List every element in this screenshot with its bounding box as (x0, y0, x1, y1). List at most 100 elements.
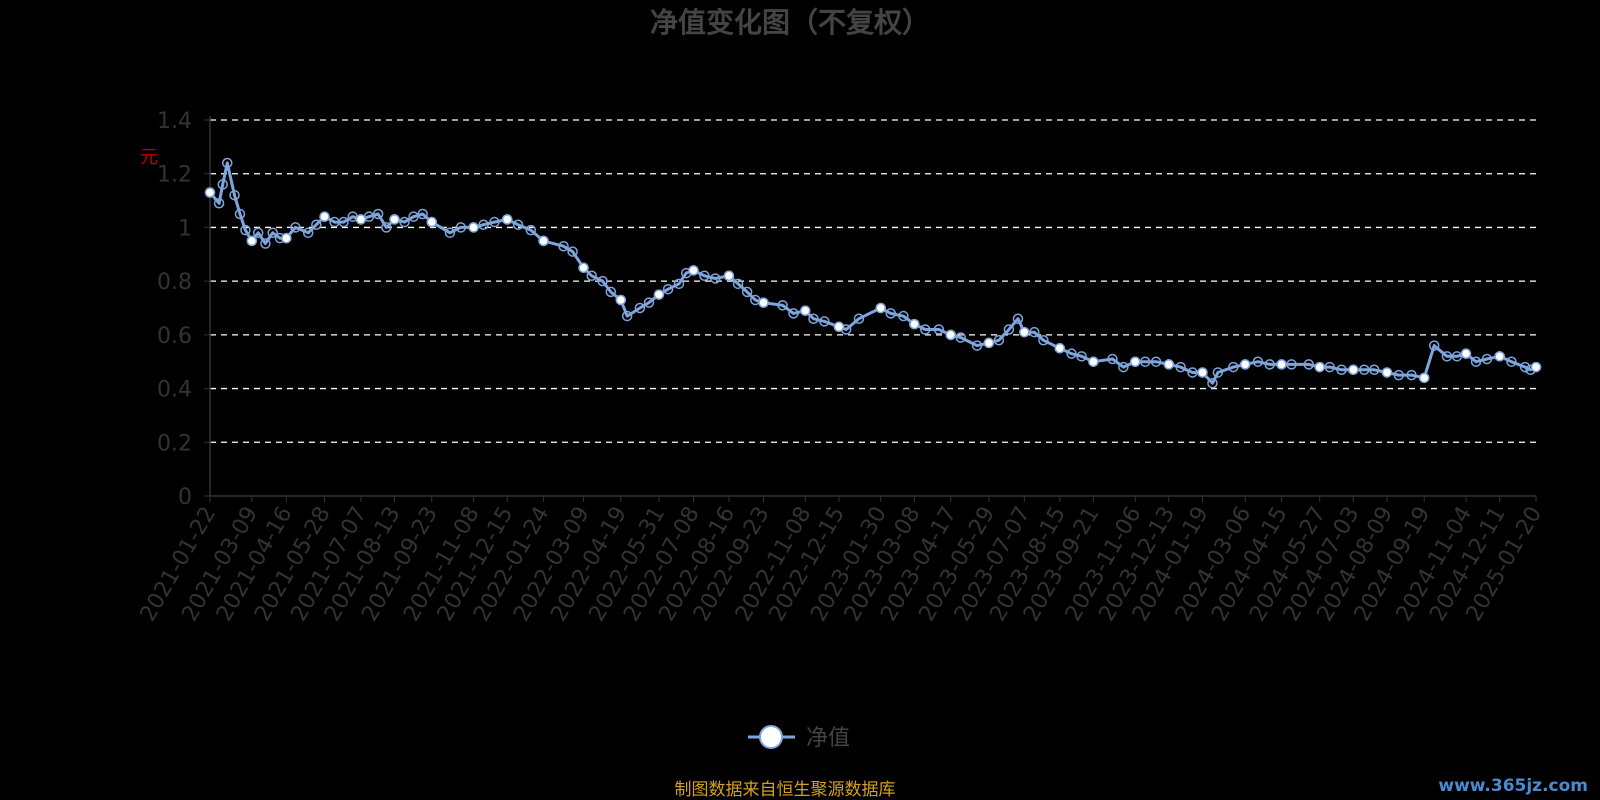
data-point-marker (1418, 372, 1430, 384)
data-point (234, 208, 246, 220)
data-point-marker (538, 235, 549, 247)
data-point-marker (758, 297, 769, 308)
data-point-marker (1054, 343, 1066, 354)
data-point-marker (653, 289, 665, 300)
data-point-marker (1381, 367, 1393, 378)
data-point (1150, 356, 1162, 367)
data-point-marker (501, 214, 513, 225)
data-point (1519, 361, 1531, 373)
data-point-marker (688, 265, 699, 276)
data-point (222, 157, 233, 169)
y-tick-label: 1.4 (157, 109, 192, 134)
data-point (338, 216, 349, 228)
data-point (597, 275, 608, 287)
data-point-marker (1348, 364, 1359, 376)
legend-label: 净值 (806, 726, 850, 751)
data-point (1175, 361, 1186, 373)
data-point (885, 308, 896, 319)
data-point (699, 270, 710, 282)
data-point (1406, 369, 1417, 381)
data-point-marker (615, 294, 627, 306)
data-point (455, 222, 467, 233)
data-point (1441, 351, 1453, 362)
chart-title: 净值变化图（不复权） (650, 6, 930, 39)
data-point-marker (246, 235, 258, 247)
data-point-marker (945, 329, 956, 341)
data-point-marker (204, 187, 216, 198)
data-point (1481, 353, 1493, 365)
data-point (1029, 326, 1040, 338)
data-point (788, 308, 799, 319)
data-point-marker (1276, 359, 1287, 370)
data-point (372, 208, 384, 220)
data-point (819, 316, 830, 327)
data-point (525, 224, 537, 236)
data-point (408, 211, 419, 222)
data-point (673, 278, 685, 290)
y-tick-label: 0.6 (157, 324, 192, 349)
data-point (240, 224, 251, 236)
data-point (1139, 356, 1151, 367)
series-line-nav (208, 161, 1537, 385)
data-point-marker (1129, 356, 1141, 367)
data-point (417, 208, 428, 220)
data-point-marker (1530, 361, 1542, 373)
y-tick-label: 1 (178, 216, 192, 241)
data-point (1358, 364, 1370, 376)
data-point (1187, 367, 1198, 378)
data-point (399, 216, 410, 228)
data-point (1264, 359, 1275, 370)
data-point (971, 340, 983, 351)
data-point (1324, 361, 1335, 373)
data-point (217, 179, 228, 190)
data-point-marker (1314, 361, 1325, 373)
watermark: www.365jz.com (1438, 776, 1588, 796)
source-note: 制图数据来自恒生聚源数据库 (675, 780, 896, 800)
data-point (444, 227, 456, 239)
data-point (381, 222, 392, 233)
data-point (489, 216, 500, 228)
data-point (302, 227, 314, 239)
data-point (1228, 361, 1239, 373)
data-point (1038, 334, 1049, 346)
data-point (1252, 356, 1264, 367)
data-point-marker (909, 318, 920, 330)
data-point (898, 310, 909, 322)
legend-circle-marker (759, 725, 783, 749)
data-point (1428, 340, 1440, 351)
data-point (710, 273, 721, 284)
data-point-marker (723, 270, 735, 282)
data-point (1207, 377, 1218, 389)
data-point (853, 313, 865, 324)
data-point (605, 286, 617, 298)
data-point (1506, 356, 1517, 367)
data-point (267, 227, 278, 239)
plot-area (204, 157, 1542, 389)
data-point (955, 332, 966, 343)
data-point (933, 324, 945, 335)
data-point (1076, 351, 1087, 362)
data-point (621, 310, 633, 322)
data-point-marker (355, 214, 367, 225)
data-point (311, 219, 322, 230)
gridlines (210, 119, 1536, 443)
data-point (1066, 348, 1077, 359)
data-point (1336, 364, 1347, 376)
data-point (329, 216, 340, 228)
data-point (1393, 369, 1405, 381)
data-point (1118, 361, 1129, 373)
y-tick-label: 0.8 (157, 270, 192, 295)
data-point-marker (1460, 348, 1472, 359)
legend[interactable]: 净值 (748, 725, 850, 751)
data-point-marker (875, 302, 886, 314)
data-point (1368, 364, 1380, 376)
data-point-marker (426, 216, 438, 228)
data-point (662, 283, 674, 295)
data-point (567, 246, 578, 257)
y-tick-label: 0.4 (157, 378, 192, 403)
data-point (478, 219, 489, 230)
data-point (290, 222, 301, 233)
data-point-marker (1494, 351, 1505, 362)
data-point-marker (983, 337, 995, 349)
